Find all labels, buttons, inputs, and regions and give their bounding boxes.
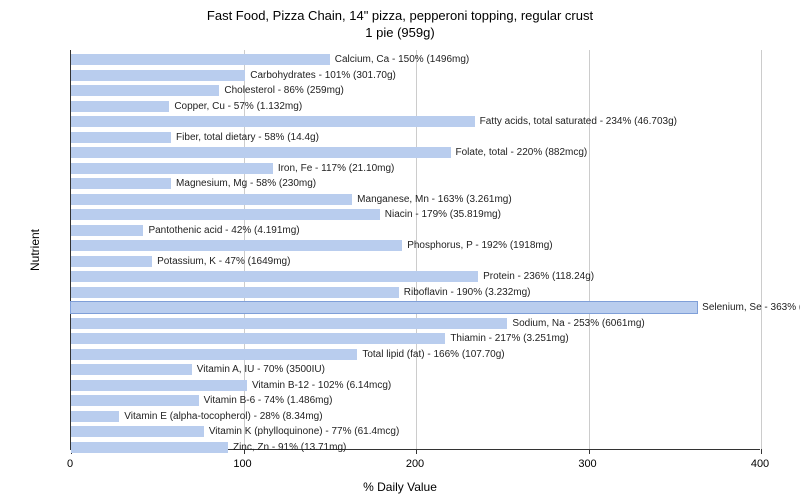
x-tick-label: 100 — [233, 458, 251, 470]
gridline — [589, 50, 590, 449]
nutrient-bar-label: Zinc, Zn - 91% (13.71mg) — [233, 442, 346, 453]
nutrient-bar — [71, 101, 169, 112]
nutrient-bar-label: Fiber, total dietary - 58% (14.4g) — [176, 132, 319, 143]
nutrient-bar — [71, 411, 119, 422]
nutrient-bar — [71, 163, 273, 174]
nutrient-bar-label: Magnesium, Mg - 58% (230mg) — [176, 178, 316, 189]
nutrient-bar-label: Riboflavin - 190% (3.232mg) — [404, 287, 531, 298]
nutrient-bar — [71, 380, 247, 391]
nutrient-bar — [71, 256, 152, 267]
nutrient-bar — [71, 147, 451, 158]
nutrient-bar — [71, 178, 171, 189]
nutrient-bar-label: Vitamin B-12 - 102% (6.14mcg) — [252, 380, 391, 391]
nutrient-bar — [71, 132, 171, 143]
nutrient-bar-label: Selenium, Se - 363% (254.1mcg) — [702, 302, 800, 313]
nutrient-bar-label: Thiamin - 217% (3.251mg) — [450, 333, 568, 344]
nutrient-bar-label: Copper, Cu - 57% (1.132mg) — [174, 101, 302, 112]
nutrient-bar — [71, 302, 697, 313]
nutrient-bar-label: Vitamin K (phylloquinone) - 77% (61.4mcg… — [209, 426, 399, 437]
x-tick-label: 400 — [751, 458, 769, 470]
nutrient-bar — [71, 240, 402, 251]
nutrient-bar-label: Niacin - 179% (35.819mg) — [385, 209, 501, 220]
nutrient-bar-label: Vitamin E (alpha-tocopherol) - 28% (8.34… — [124, 411, 322, 422]
nutrient-bar — [71, 85, 219, 96]
nutrient-bar-label: Carbohydrates - 101% (301.70g) — [250, 70, 396, 81]
nutrient-bar-label: Potassium, K - 47% (1649mg) — [157, 256, 290, 267]
nutrient-bar-label: Manganese, Mn - 163% (3.261mg) — [357, 194, 512, 205]
nutrient-bar — [71, 54, 330, 65]
x-tick-label: 200 — [406, 458, 424, 470]
nutrient-bar-label: Folate, total - 220% (882mcg) — [456, 147, 588, 158]
x-tick-label: 300 — [578, 458, 596, 470]
gridline — [761, 50, 762, 449]
x-tick — [416, 449, 417, 454]
nutrient-bar-label: Calcium, Ca - 150% (1496mg) — [335, 54, 470, 65]
title-line-2: 1 pie (959g) — [0, 25, 800, 42]
nutrient-bar-label: Pantothenic acid - 42% (4.191mg) — [148, 225, 299, 236]
nutrient-bar — [71, 426, 204, 437]
nutrient-bar — [71, 209, 380, 220]
nutrient-bar — [71, 364, 192, 375]
nutrient-bar-label: Total lipid (fat) - 166% (107.70g) — [362, 349, 504, 360]
nutrient-chart: Fast Food, Pizza Chain, 14" pizza, peppe… — [0, 0, 800, 500]
nutrient-bar — [71, 442, 228, 453]
plot-area: Calcium, Ca - 150% (1496mg) Carbohydrates… — [70, 50, 760, 450]
y-axis-title: Nutrient — [28, 229, 42, 271]
chart-title: Fast Food, Pizza Chain, 14" pizza, peppe… — [0, 8, 800, 42]
nutrient-bar-label: Fatty acids, total saturated - 234% (46.… — [480, 116, 677, 127]
nutrient-bar — [71, 287, 399, 298]
nutrient-bar — [71, 395, 199, 406]
nutrient-bar-label: Vitamin B-6 - 74% (1.486mg) — [204, 395, 333, 406]
x-tick — [589, 449, 590, 454]
nutrient-bar — [71, 318, 507, 329]
nutrient-bar-label: Iron, Fe - 117% (21.10mg) — [278, 163, 395, 174]
nutrient-bar — [71, 349, 357, 360]
x-tick-label: 0 — [67, 458, 73, 470]
nutrient-bar — [71, 225, 143, 236]
nutrient-bar-label: Protein - 236% (118.24g) — [483, 271, 594, 282]
nutrient-bar — [71, 116, 475, 127]
nutrient-bar — [71, 70, 245, 81]
nutrient-bar — [71, 194, 352, 205]
nutrient-bar — [71, 333, 445, 344]
title-line-1: Fast Food, Pizza Chain, 14" pizza, peppe… — [0, 8, 800, 25]
nutrient-bar — [71, 271, 478, 282]
x-tick — [761, 449, 762, 454]
nutrient-bar-label: Cholesterol - 86% (259mg) — [224, 85, 344, 96]
nutrient-bar-label: Sodium, Na - 253% (6061mg) — [512, 318, 644, 329]
x-axis-title: % Daily Value — [363, 480, 437, 494]
nutrient-bar-label: Vitamin A, IU - 70% (3500IU) — [197, 364, 325, 375]
nutrient-bar-label: Phosphorus, P - 192% (1918mg) — [407, 240, 552, 251]
